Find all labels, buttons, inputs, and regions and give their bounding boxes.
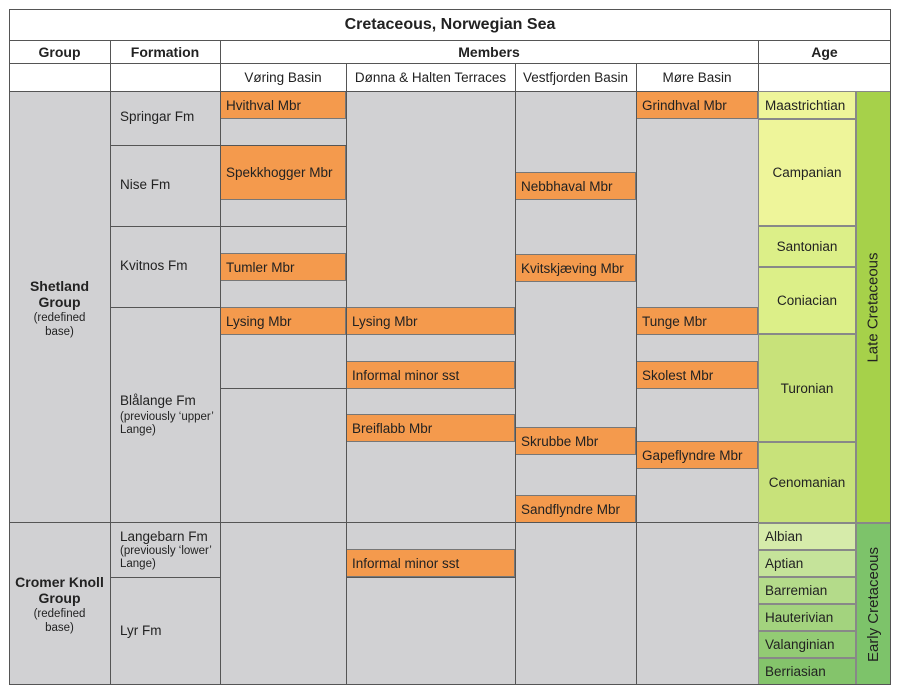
age-santonian: Santonian <box>758 226 856 267</box>
divider <box>110 145 220 146</box>
divider <box>515 63 516 685</box>
divider <box>9 522 220 523</box>
divider <box>636 522 758 523</box>
formation-name: Springar Fm <box>120 109 195 124</box>
age-valanginian: Valanginian <box>758 631 856 658</box>
age-berriasian: Berriasian <box>758 658 856 685</box>
divider <box>220 522 346 523</box>
epoch-late-cretaceous: Late Cretaceous <box>856 91 891 523</box>
header-members: Members <box>458 43 520 60</box>
divider <box>110 226 220 227</box>
header-age: Age <box>811 43 838 60</box>
header-group: Group <box>38 43 81 60</box>
group-note: (redefined base) <box>33 312 86 338</box>
divider <box>9 63 891 64</box>
group-name: Cromer Knoll Group <box>15 574 104 606</box>
formation-name: Kvitnos Fm <box>120 258 188 273</box>
formation-langebarn: Langebarn Fm (previously ‘lower’ Lange) <box>120 529 215 571</box>
basin-header-vestfjorden: Vestfjorden Basin <box>522 69 629 85</box>
table-title: Cretaceous, Norwegian Sea <box>344 15 556 33</box>
epoch-early-cretaceous: Early Cretaceous <box>856 523 891 685</box>
member-informal-minor-sst-1: Informal minor sst <box>346 361 515 389</box>
formation-name: Langebarn Fm <box>120 529 208 544</box>
group-name: Shetland Group <box>29 278 90 310</box>
member-lysing-donna: Lysing Mbr <box>346 307 515 335</box>
formation-name: Blålange Fm <box>120 393 196 408</box>
header-formation: Formation <box>130 43 200 60</box>
divider <box>220 388 346 389</box>
formation-name: Lyr Fm <box>120 623 162 638</box>
divider <box>110 40 111 685</box>
divider <box>220 145 346 146</box>
divider <box>346 577 515 578</box>
member-informal-minor-sst-2: Informal minor sst <box>346 549 515 577</box>
member-sandflyndre: Sandflyndre Mbr <box>515 495 636 523</box>
formation-kvitnos: Kvitnos Fm <box>115 256 188 276</box>
divider <box>515 522 636 523</box>
formation-note: (previously ‘upper’ Lange) <box>120 411 214 436</box>
member-kvitskjaeving: Kvitskjæving Mbr <box>515 254 636 282</box>
divider <box>110 577 220 578</box>
group-cromer-knoll: Cromer Knoll Group (redefined base) <box>9 574 110 635</box>
table-border <box>9 9 891 685</box>
divider <box>346 63 347 685</box>
member-nebbhaval: Nebbhaval Mbr <box>515 172 636 200</box>
member-skrubbe: Skrubbe Mbr <box>515 427 636 455</box>
age-aptian: Aptian <box>758 550 856 577</box>
member-breiflabb: Breiflabb Mbr <box>346 414 515 442</box>
formation-note: (previously ‘lower’ Lange) <box>120 545 212 570</box>
formation-blalange: Blålange Fm (previously ‘upper’ Lange) <box>120 393 215 437</box>
age-coniacian: Coniacian <box>758 267 856 334</box>
divider <box>636 63 637 685</box>
age-albian: Albian <box>758 523 856 550</box>
group-note: (redefined base) <box>33 608 86 634</box>
basin-header-voring: Vøring Basin <box>244 69 322 85</box>
formation-springar: Springar Fm <box>115 107 194 127</box>
age-turonian: Turonian <box>758 334 856 442</box>
age-barremian: Barremian <box>758 577 856 604</box>
divider <box>9 40 891 41</box>
divider <box>346 522 515 523</box>
basin-header-donna: Dønna & Halten Terraces <box>354 69 507 85</box>
formation-lyr: Lyr Fm <box>115 621 162 641</box>
member-hvithval: Hvithval Mbr <box>220 91 346 119</box>
group-shetland: Shetland Group (redefined base) <box>9 278 110 339</box>
member-spekkhogger: Spekkhogger Mbr <box>220 145 346 200</box>
member-tunge: Tunge Mbr <box>636 307 758 335</box>
age-maastrichtian: Maastrichtian <box>758 91 856 119</box>
age-hauterivian: Hauterivian <box>758 604 856 631</box>
age-campanian: Campanian <box>758 119 856 226</box>
divider <box>220 40 221 685</box>
member-tumler: Tumler Mbr <box>220 253 346 281</box>
divider <box>220 226 346 227</box>
divider <box>110 307 220 308</box>
basin-header-more: Møre Basin <box>662 69 732 85</box>
formation-nise: Nise Fm <box>115 175 170 195</box>
member-skolest: Skolest Mbr <box>636 361 758 389</box>
age-cenomanian: Cenomanian <box>758 442 856 523</box>
divider <box>9 91 891 92</box>
formation-name: Nise Fm <box>120 177 171 192</box>
